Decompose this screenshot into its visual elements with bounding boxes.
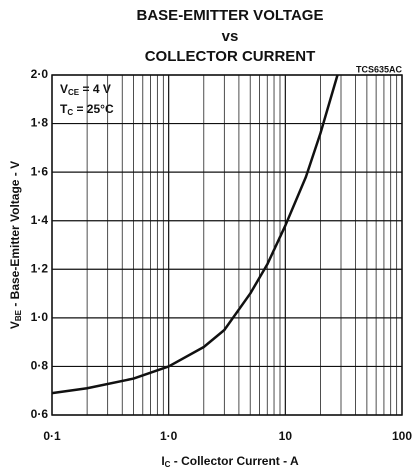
y-tick-label: 1·0 bbox=[31, 310, 49, 324]
x-tick-label: 0·1 bbox=[43, 429, 61, 443]
y-tick-label: 1·6 bbox=[31, 164, 49, 178]
y-tick-label: 1·2 bbox=[31, 261, 49, 275]
chart-title: vs bbox=[222, 28, 239, 45]
y-axis-label: VBE - Base-Emitter Voltage - V bbox=[8, 161, 23, 329]
y-tick-label: 1·4 bbox=[31, 213, 49, 227]
y-tick-label: 2·0 bbox=[31, 67, 49, 81]
chart-title: BASE-EMITTER VOLTAGE bbox=[137, 7, 324, 24]
plot-frame bbox=[51, 74, 403, 416]
y-tick-label: 0·8 bbox=[31, 359, 49, 373]
x-axis-label: IC - Collector Current - A bbox=[161, 454, 299, 469]
y-tick-label: 1·8 bbox=[31, 116, 49, 130]
annotation: VCE = 4 V bbox=[60, 82, 111, 97]
annotation: TC = 25°C bbox=[60, 102, 114, 117]
x-tick-label: 10 bbox=[279, 429, 293, 443]
y-tick-label: 0·6 bbox=[31, 407, 49, 421]
x-tick-label: 100 bbox=[392, 429, 412, 443]
figure-code: TCS635AC bbox=[356, 64, 403, 74]
chart-title: COLLECTOR CURRENT bbox=[145, 48, 316, 65]
curve bbox=[51, 74, 339, 395]
x-tick-label: 1·0 bbox=[160, 429, 178, 443]
